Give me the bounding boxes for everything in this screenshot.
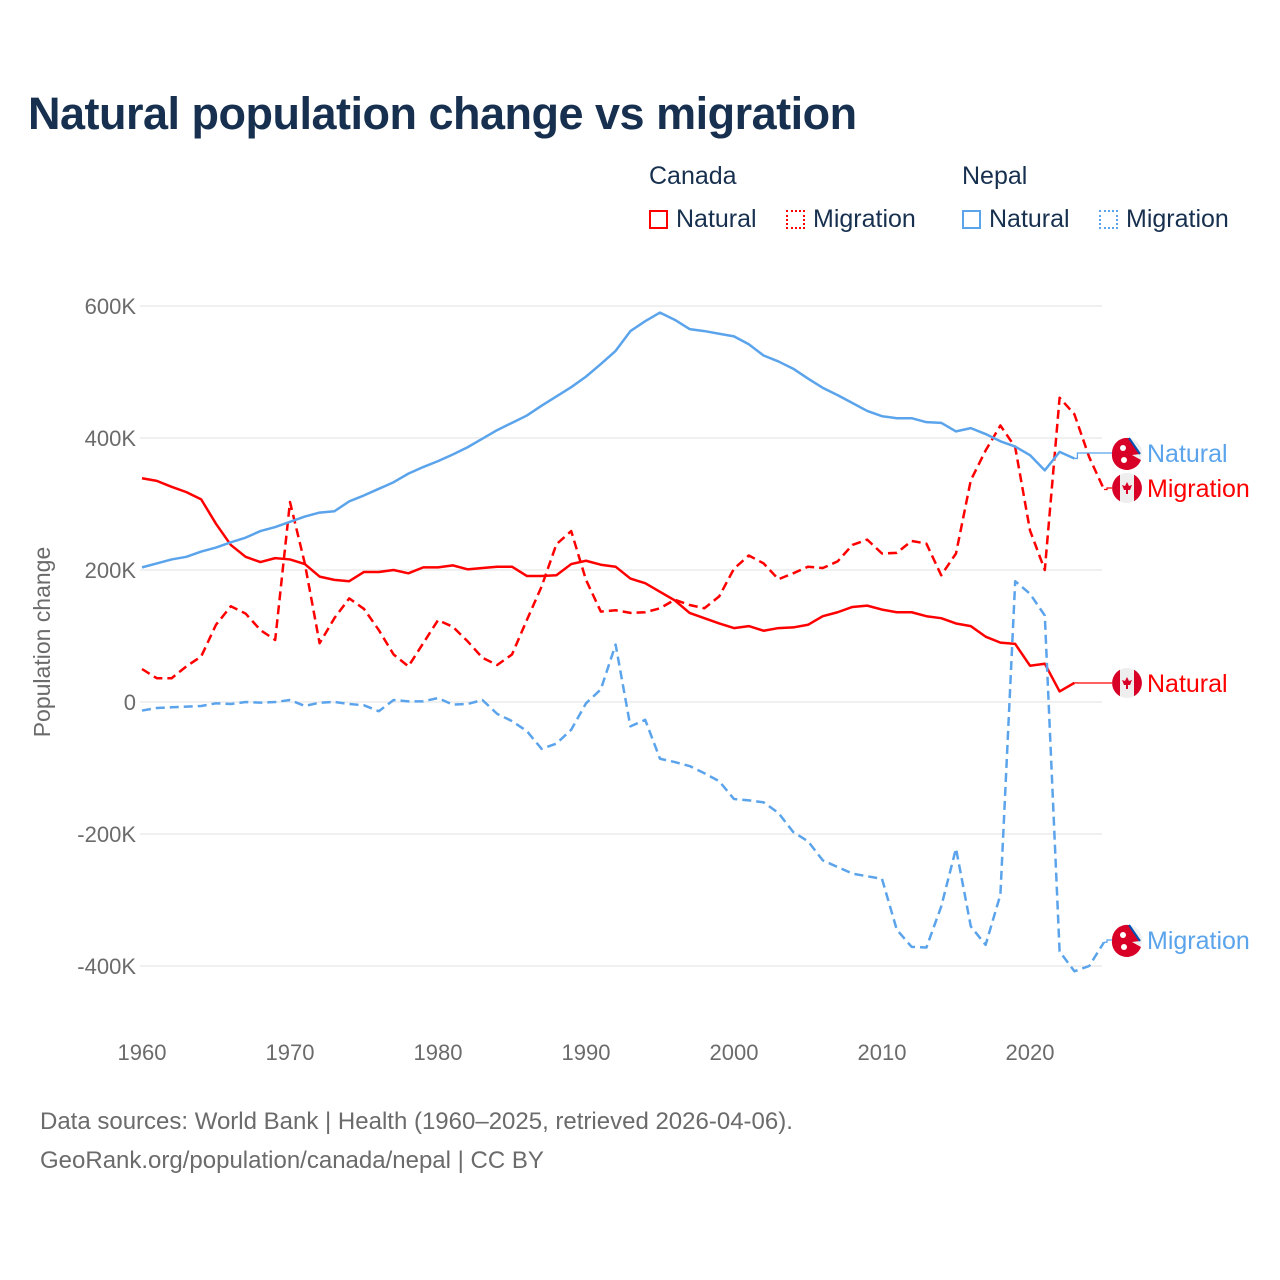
x-tick-label: 2020 bbox=[1006, 1040, 1055, 1065]
legend-item-canada-natural[interactable]: Natural bbox=[649, 205, 757, 234]
canada-flag-icon bbox=[1112, 668, 1142, 698]
legend-group-canada: Canada bbox=[649, 162, 737, 190]
x-tick-label: 1970 bbox=[266, 1040, 315, 1065]
solid-swatch-icon bbox=[962, 210, 981, 229]
label-connector bbox=[1104, 487, 1113, 491]
legend-item-nepal-natural[interactable]: Natural bbox=[962, 205, 1070, 234]
y-tick-label: -400K bbox=[77, 954, 136, 979]
series-line-nepal-natural bbox=[141, 311, 1075, 569]
y-tick-label: 200K bbox=[85, 558, 137, 583]
series-line-nepal-migration bbox=[141, 579, 1106, 973]
legend-label: Migration bbox=[1126, 205, 1229, 233]
series-end-label: Natural bbox=[1147, 440, 1228, 468]
x-tick-label: 2000 bbox=[710, 1040, 759, 1065]
x-tick-label: 2010 bbox=[858, 1040, 907, 1065]
y-tick-label: 0 bbox=[124, 690, 136, 715]
legend-item-canada-migration[interactable]: Migration bbox=[786, 205, 916, 234]
y-tick-label: 400K bbox=[85, 426, 137, 451]
y-tick-label: 600K bbox=[85, 294, 137, 319]
canada-flag-icon bbox=[1112, 473, 1142, 503]
nepal-flag-icon bbox=[1111, 924, 1142, 957]
legend-label: Natural bbox=[676, 205, 757, 233]
legend-group-nepal: Nepal bbox=[962, 162, 1028, 190]
nepal-flag-icon bbox=[1111, 437, 1142, 470]
series-end-label: Migration bbox=[1147, 475, 1250, 503]
dotted-swatch-icon bbox=[1099, 210, 1118, 229]
chart-title: Natural population change vs migration bbox=[28, 88, 857, 139]
footer-attribution: GeoRank.org/population/canada/nepal | CC… bbox=[40, 1147, 544, 1174]
label-connector bbox=[1104, 939, 1113, 943]
y-tick-label: -200K bbox=[77, 822, 136, 847]
x-tick-label: 1960 bbox=[118, 1040, 167, 1065]
solid-swatch-icon bbox=[649, 210, 668, 229]
y-axis-label: Population change bbox=[29, 547, 55, 738]
legend-label: Natural bbox=[989, 205, 1070, 233]
series-line-canada-migration bbox=[141, 396, 1106, 680]
legend-label: Migration bbox=[813, 205, 916, 233]
series-end-label: Migration bbox=[1147, 927, 1250, 955]
footer-sources: Data sources: World Bank | Health (1960–… bbox=[40, 1108, 793, 1135]
legend-item-nepal-migration[interactable]: Migration bbox=[1099, 205, 1229, 234]
series-end-label: Natural bbox=[1147, 670, 1228, 698]
series-line-canada-natural bbox=[141, 477, 1076, 693]
label-connector bbox=[1074, 452, 1113, 460]
x-tick-label: 1990 bbox=[562, 1040, 611, 1065]
x-tick-label: 1980 bbox=[414, 1040, 463, 1065]
dotted-swatch-icon bbox=[786, 210, 805, 229]
